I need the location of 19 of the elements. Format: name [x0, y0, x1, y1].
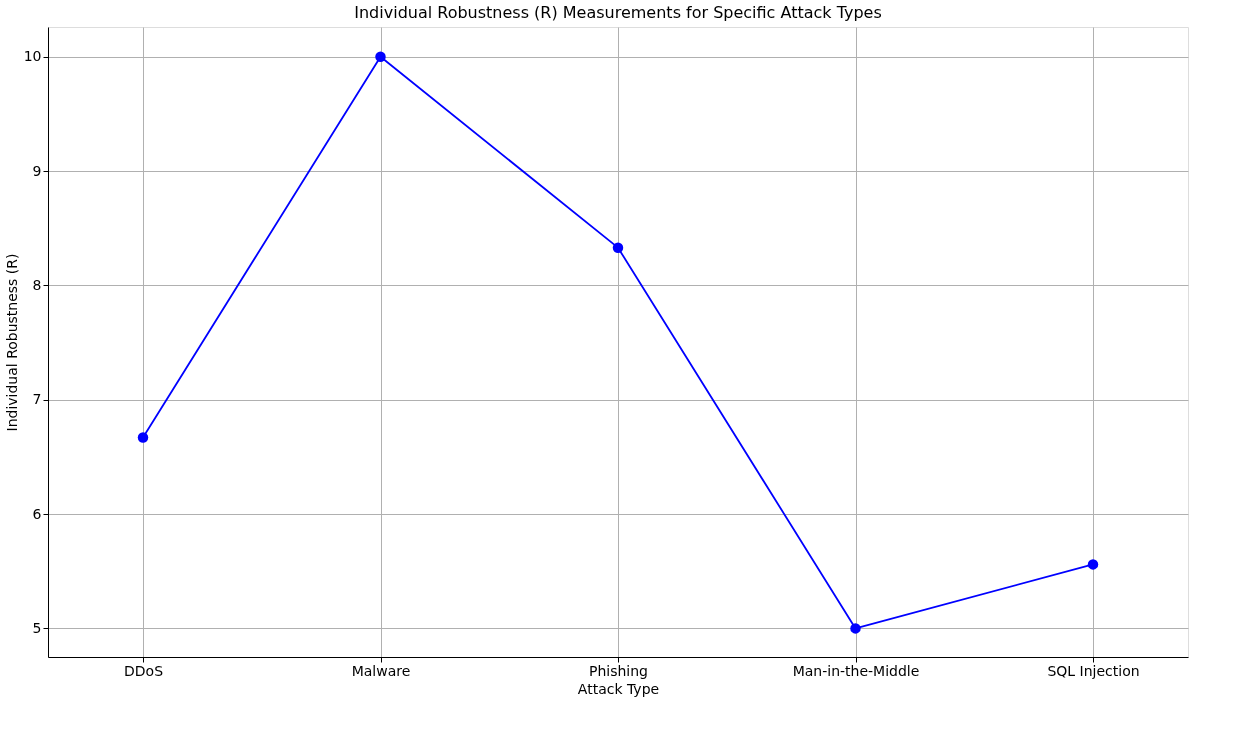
point: [1087, 559, 1099, 570]
y-tick-label: 6: [32, 505, 42, 522]
y-tick-label: 8: [32, 276, 42, 293]
chart-title: Individual Robustness (R) Measurements for Specific Attack Types: [354, 3, 882, 22]
y-tick-label: 10: [23, 48, 42, 65]
y-tick-label: 5: [32, 619, 42, 636]
x-tick-label: Malware: [351, 662, 411, 679]
x-tick-label: SQL Injection: [1047, 662, 1140, 679]
y-axis-title: Individual Robustness (R): [3, 253, 20, 432]
x-tick-label: Man-in-the-Middle: [792, 662, 920, 679]
y-tick-label: 9: [32, 162, 42, 179]
y-tick-label: 7: [32, 391, 42, 408]
x-tick-label: Phishing: [588, 662, 649, 679]
point: [612, 242, 624, 253]
point: [850, 623, 861, 634]
point: [375, 51, 386, 62]
point: [137, 432, 149, 443]
x-axis-title: Attack Type: [577, 680, 660, 697]
x-tick-label: DDoS: [123, 662, 164, 679]
